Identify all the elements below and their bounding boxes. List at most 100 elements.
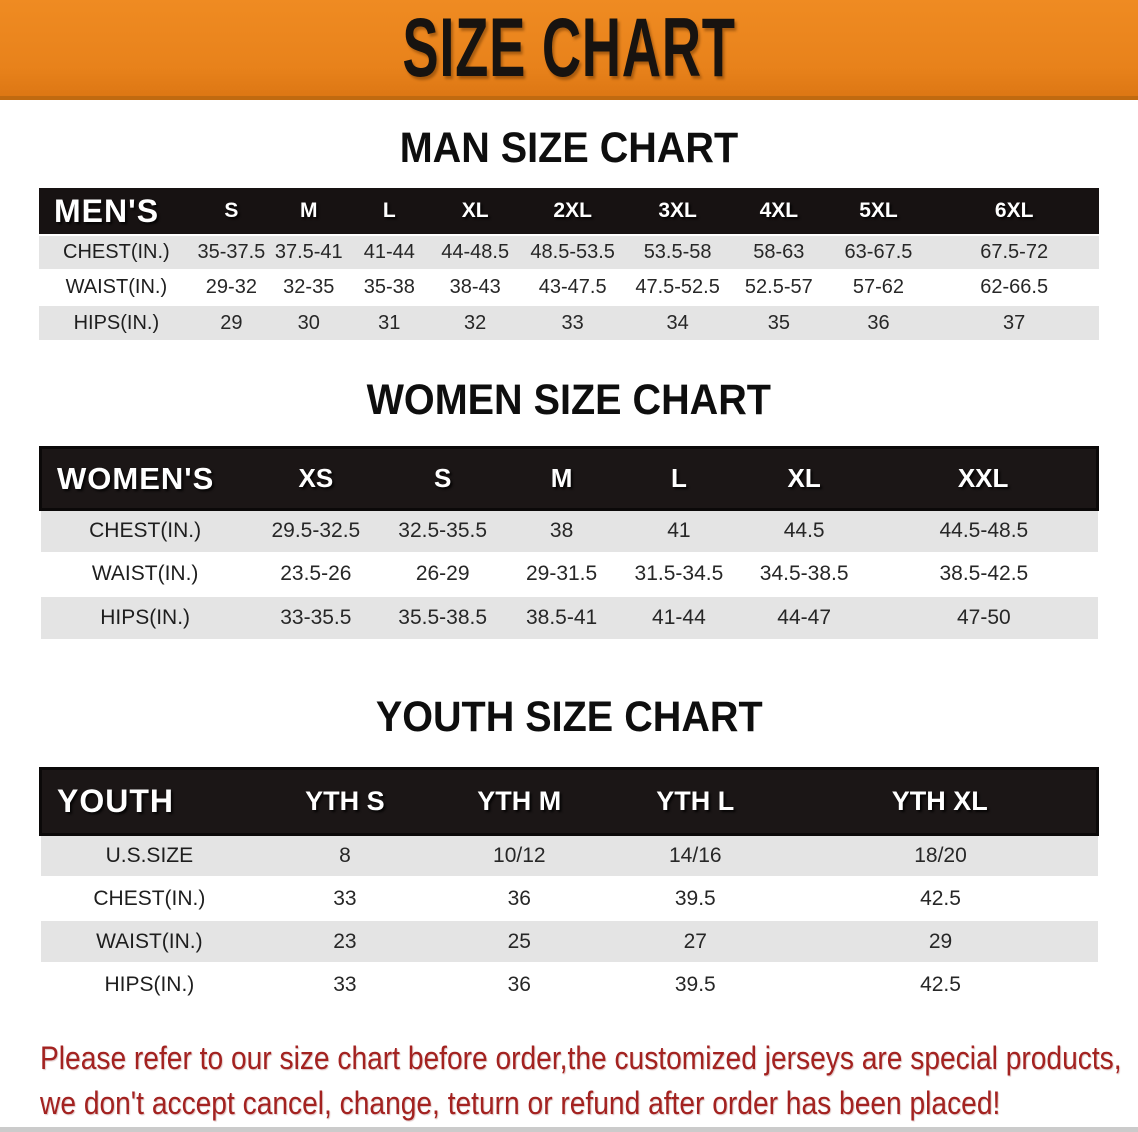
- table-row: U.S.SIZE 8 10/12 14/16 18/20: [40, 834, 1098, 877]
- row-label: CHEST(IN.): [93, 886, 206, 910]
- table-row: WAIST(IN.) 23.5-26 26-29 29-31.5 31.5-34.5 34…: [40, 552, 1098, 596]
- men-table-title: MEN'S: [54, 192, 160, 229]
- size-column-header: M: [300, 199, 318, 222]
- table-cell: 33-35.5: [280, 605, 352, 629]
- table-cell: 31: [378, 311, 401, 334]
- table-cell: 29: [928, 929, 953, 953]
- size-chart-banner: SIZE CHART: [0, 0, 1138, 100]
- disclaimer-line-2: we don't accept cancel, change, teturn o…: [40, 1085, 1001, 1121]
- table-cell: 44.5: [783, 519, 825, 543]
- table-cell: 23.5-26: [280, 562, 352, 585]
- men-table: MEN'S S M L XL 2XL 3XL 4XL 5XL 6XL CHEST(IN.) 35-37…: [39, 188, 1099, 340]
- table-cell: 57-62: [852, 276, 905, 298]
- disclaimer-line-1: Please refer to our size chart before or…: [40, 1040, 1122, 1076]
- size-column-header: XL: [461, 199, 489, 222]
- table-cell: 62-66.5: [980, 276, 1049, 298]
- table-cell: 25: [507, 929, 531, 953]
- size-column-header: YTH XL: [891, 785, 988, 816]
- table-row: CHEST(IN.) 29.5-32.5 32.5-35.5 38 41 44.5 44.5…: [40, 509, 1098, 553]
- table-cell: 8: [339, 843, 351, 867]
- row-label: WAIST(IN.): [96, 929, 203, 953]
- table-cell: 35-38: [363, 276, 415, 298]
- size-column-header: M: [550, 463, 573, 493]
- table-cell: 33: [333, 973, 357, 996]
- row-label: HIPS(IN.): [104, 973, 195, 996]
- table-cell: 41-44: [652, 605, 706, 629]
- youth-table: YOUTH YTH S YTH M YTH L YTH XL U.S.SIZE 8 10/12…: [39, 767, 1099, 1006]
- row-label: CHEST(IN.): [63, 241, 170, 263]
- table-cell: 41: [667, 519, 691, 543]
- table-cell: 35.5-38.5: [398, 605, 488, 629]
- table-cell: 34.5-38.5: [759, 562, 849, 585]
- table-cell: 63-67.5: [844, 241, 913, 263]
- table-cell: 27: [683, 929, 707, 953]
- table-cell: 29-32: [205, 276, 257, 298]
- table-cell: 36: [507, 886, 531, 910]
- table-row: CHEST(IN.) 35-37.5 37.5-41 41-44 44-48.5 48.5…: [39, 235, 1099, 270]
- table-cell: 10/12: [493, 843, 546, 867]
- size-column-header: 2XL: [553, 199, 592, 222]
- banner-title: SIZE CHART: [402, 1, 736, 94]
- table-cell: 44-48.5: [441, 241, 510, 263]
- women-size-table: WOMEN'S XS S M L XL XXL CHEST(IN.) 29.5-32.5 32.5…: [39, 446, 1099, 639]
- size-column-header: L: [382, 199, 396, 222]
- table-row: WAIST(IN.) 23 25 27 29: [40, 920, 1098, 963]
- table-cell: 18/20: [914, 843, 967, 867]
- youth-section-title: YOUTH SIZE CHART: [0, 693, 1138, 741]
- disclaimer: Please refer to our size chart before or…: [40, 1036, 1138, 1126]
- row-label: HIPS(IN.): [73, 311, 160, 334]
- row-label: U.S.SIZE: [105, 843, 194, 867]
- table-row: HIPS(IN.) 29 30 31 32 33 34 35 36 37: [39, 305, 1099, 340]
- table-cell: 38: [549, 519, 574, 543]
- table-cell: 52.5-57: [744, 276, 813, 298]
- table-cell: 41-44: [363, 241, 415, 263]
- row-label: HIPS(IN.): [100, 605, 191, 629]
- women-section-title: WOMEN SIZE CHART: [0, 376, 1138, 424]
- size-column-header: 6XL: [994, 199, 1034, 222]
- women-section-title-text: WOMEN SIZE CHART: [366, 376, 772, 424]
- table-cell: 58-63: [753, 241, 805, 263]
- size-column-header: S: [434, 463, 452, 493]
- women-header-band: WOMEN'S XS S M L XL XXL: [40, 447, 1098, 510]
- table-cell: 47-50: [957, 605, 1011, 629]
- table-cell: 35-37.5: [197, 241, 266, 263]
- size-column-header: XL: [787, 463, 821, 493]
- table-cell: 38-43: [449, 276, 501, 298]
- table-cell: 30: [297, 311, 320, 334]
- size-column-header: S: [224, 199, 239, 222]
- table-cell: 33: [333, 886, 357, 910]
- table-cell: 23: [333, 929, 357, 953]
- table-cell: 35: [767, 311, 790, 334]
- table-cell: 38.5-42.5: [939, 562, 1029, 585]
- table-cell: 14/16: [669, 843, 722, 867]
- youth-table-title: YOUTH: [57, 782, 174, 819]
- image-bottom-edge: [0, 1127, 1138, 1132]
- man-section-title: MAN SIZE CHART: [0, 124, 1138, 172]
- size-column-header: 5XL: [859, 199, 898, 222]
- table-cell: 43-47.5: [538, 276, 607, 298]
- table-cell: 44.5-48.5: [939, 519, 1029, 543]
- table-cell: 44-47: [777, 605, 832, 629]
- size-column-header: YTH M: [477, 785, 562, 816]
- table-cell: 39.5: [674, 886, 716, 910]
- table-cell: 29-31.5: [525, 562, 598, 585]
- row-label: WAIST(IN.): [91, 562, 199, 585]
- table-row: HIPS(IN.) 33-35.5 35.5-38.5 38.5-41 41-44 44-…: [40, 595, 1098, 639]
- table-cell: 32.5-35.5: [398, 519, 488, 543]
- size-column-header: 4XL: [759, 199, 799, 222]
- size-column-header: 3XL: [658, 199, 697, 222]
- women-table-title: WOMEN'S: [57, 460, 215, 496]
- men-header-band: MEN'S S M L XL 2XL 3XL 4XL 5XL 6XL: [39, 188, 1099, 235]
- row-label: WAIST(IN.): [65, 276, 168, 298]
- table-cell: 38.5-41: [525, 605, 598, 629]
- table-row: HIPS(IN.) 33 36 39.5 42.5: [40, 963, 1098, 1006]
- table-cell: 26-29: [415, 562, 470, 585]
- table-cell: 29.5-32.5: [271, 519, 361, 543]
- table-row: CHEST(IN.) 33 36 39.5 42.5: [40, 877, 1098, 920]
- table-cell: 36: [507, 973, 531, 996]
- table-cell: 34: [666, 311, 689, 334]
- table-cell: 67.5-72: [980, 241, 1049, 263]
- table-cell: 37.5-41: [274, 241, 343, 263]
- size-column-header: YTH S: [305, 785, 385, 816]
- table-cell: 32-35: [283, 276, 335, 298]
